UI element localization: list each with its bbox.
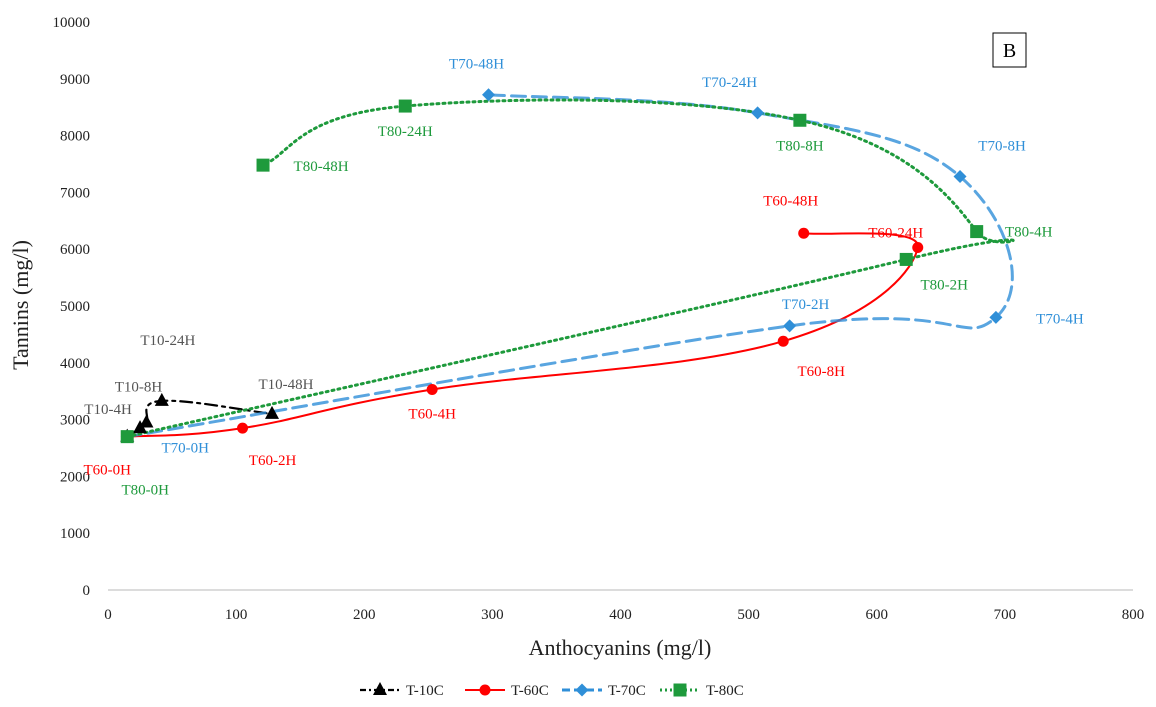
data-point <box>154 392 169 406</box>
data-point <box>777 335 789 347</box>
y-tick-label: 8000 <box>60 129 90 145</box>
point-label: T70-48H <box>449 57 504 73</box>
data-point <box>912 241 924 253</box>
x-tick-label: 0 <box>104 607 112 623</box>
legend-marker <box>575 683 589 697</box>
x-tick-label: 100 <box>225 607 248 623</box>
x-tick-label: 300 <box>481 607 504 623</box>
data-point <box>793 113 807 127</box>
legend: T-10C T-60C T-70C T-80C <box>360 682 744 699</box>
x-axis-title: Anthocyanins (mg/l) <box>529 635 712 660</box>
data-point <box>751 106 765 120</box>
point-label: T80-24H <box>378 124 433 140</box>
point-label: T60-24H <box>868 225 923 241</box>
y-tick-label: 7000 <box>60 185 90 201</box>
point-label: T60-4H <box>408 406 456 422</box>
point-label: T60-0H <box>83 463 131 479</box>
x-tick-label: 800 <box>1122 607 1145 623</box>
y-tick-label: 2000 <box>60 469 90 485</box>
data-point <box>970 225 984 239</box>
point-label: T80-8H <box>776 138 824 154</box>
point-label: T10-48H <box>259 377 314 393</box>
point-label: T80-4H <box>1005 225 1053 241</box>
data-point <box>482 88 496 102</box>
data-point <box>265 405 279 419</box>
data-point <box>139 414 154 428</box>
legend-item: T-10C <box>360 682 444 699</box>
point-label: T70-4H <box>1036 311 1084 327</box>
legend-marker <box>479 684 491 696</box>
data-point <box>237 422 249 434</box>
point-label: T70-8H <box>978 138 1026 154</box>
y-tick-labels: 0 1000 2000 3000 4000 5000 6000 7000 8000 9000 100… <box>53 15 91 599</box>
data-point <box>398 99 412 113</box>
point-label: T10-24H <box>140 333 195 349</box>
data-point <box>899 252 913 266</box>
panel-label: B <box>1003 40 1016 62</box>
y-tick-label: 0 <box>83 583 91 599</box>
point-label: T10-8H <box>115 379 163 395</box>
y-tick-label: 9000 <box>60 72 90 88</box>
series-line-t-60c <box>126 232 919 438</box>
point-label: T60-8H <box>797 364 845 380</box>
y-tick-label: 10000 <box>53 15 91 31</box>
series-markers <box>120 88 1003 444</box>
x-tick-label: 500 <box>737 607 760 623</box>
point-labels: T10-4H T10-8H T10-24H T10-48H T60-0H T60-2H T6… <box>83 57 1083 499</box>
y-tick-label: 5000 <box>60 299 90 315</box>
point-label: T70-2H <box>782 297 830 313</box>
data-point <box>798 227 810 239</box>
legend-marker <box>673 683 687 697</box>
legend-marker <box>373 682 387 695</box>
point-label: T80-0H <box>121 483 169 499</box>
legend-label: T-10C <box>406 683 444 699</box>
x-tick-label: 600 <box>866 607 889 623</box>
y-tick-label: 1000 <box>60 526 90 542</box>
data-point <box>120 430 134 444</box>
x-tick-labels: 0 100 200 300 400 500 600 700 800 <box>104 607 1144 623</box>
point-label: T80-2H <box>920 277 968 293</box>
y-axis-title: Tannins (mg/l) <box>8 240 33 370</box>
point-label: T10-4H <box>84 402 132 418</box>
y-tick-label: 3000 <box>60 413 90 429</box>
point-label: T60-2H <box>249 453 297 469</box>
panel-label-frame <box>992 32 1027 68</box>
point-label: T70-24H <box>702 75 757 91</box>
panel-label-box: B <box>992 32 1027 68</box>
x-tick-label: 700 <box>994 607 1017 623</box>
data-point <box>426 383 438 395</box>
data-point <box>783 319 797 333</box>
data-point <box>953 169 967 183</box>
data-point <box>989 310 1003 324</box>
y-tick-label: 6000 <box>60 242 90 258</box>
legend-item: T-60C <box>465 683 549 699</box>
x-tick-label: 200 <box>353 607 376 623</box>
legend-label: T-70C <box>608 683 646 699</box>
point-label: T60-48H <box>763 193 818 209</box>
point-label: T70-0H <box>161 441 209 457</box>
data-point <box>256 158 270 172</box>
legend-item: T-80C <box>660 683 744 699</box>
x-tick-label: 400 <box>609 607 632 623</box>
y-tick-label: 4000 <box>60 356 90 372</box>
legend-label: T-80C <box>706 683 744 699</box>
legend-label: T-60C <box>511 683 549 699</box>
point-label: T80-48H <box>294 159 349 175</box>
legend-item: T-70C <box>562 683 646 699</box>
